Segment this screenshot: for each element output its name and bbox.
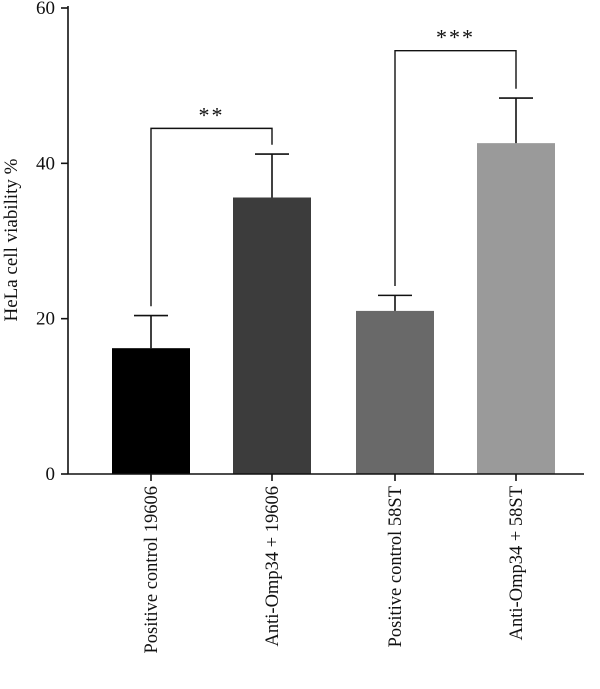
significance-brackets: *****: [150, 25, 517, 307]
y-tick-label: 40: [36, 153, 55, 174]
x-tick-label: Anti-Omp34 + 19606: [263, 486, 283, 646]
significance-label: ***: [436, 25, 475, 50]
significance-bracket: [394, 50, 517, 287]
y-tick-label: 60: [36, 0, 55, 19]
y-tick-label: 20: [36, 309, 55, 330]
x-tick-label: Positive control 19606: [142, 486, 162, 654]
significance-label: **: [199, 102, 225, 127]
bar: [477, 143, 555, 474]
x-tick-label: Positive control 58ST: [386, 486, 406, 647]
bar: [112, 348, 190, 474]
y-axis: 0 20 40 60: [36, 0, 69, 485]
significance-bracket: [150, 127, 273, 307]
y-axis-title: HeLa cell viability %: [1, 158, 22, 321]
y-tick-label: 0: [46, 464, 56, 485]
bars: [112, 143, 555, 475]
x-tick-label: Anti-Omp34 + 58ST: [507, 486, 527, 640]
bar: [356, 310, 434, 474]
x-axis: Positive control 19606 Anti-Omp34 + 19606…: [68, 473, 584, 654]
error-bars: [134, 97, 533, 349]
bar: [233, 197, 311, 475]
